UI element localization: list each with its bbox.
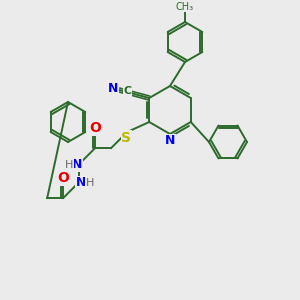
- Text: O: O: [89, 121, 101, 135]
- Text: C: C: [123, 86, 131, 96]
- Text: N: N: [76, 176, 86, 190]
- Text: H: H: [65, 160, 74, 170]
- Text: N: N: [108, 82, 119, 95]
- Text: CH₃: CH₃: [176, 2, 194, 12]
- Text: H: H: [86, 178, 94, 188]
- Text: S: S: [121, 131, 131, 145]
- Text: N: N: [72, 158, 83, 172]
- Text: N: N: [165, 134, 175, 148]
- Text: O: O: [57, 171, 69, 185]
